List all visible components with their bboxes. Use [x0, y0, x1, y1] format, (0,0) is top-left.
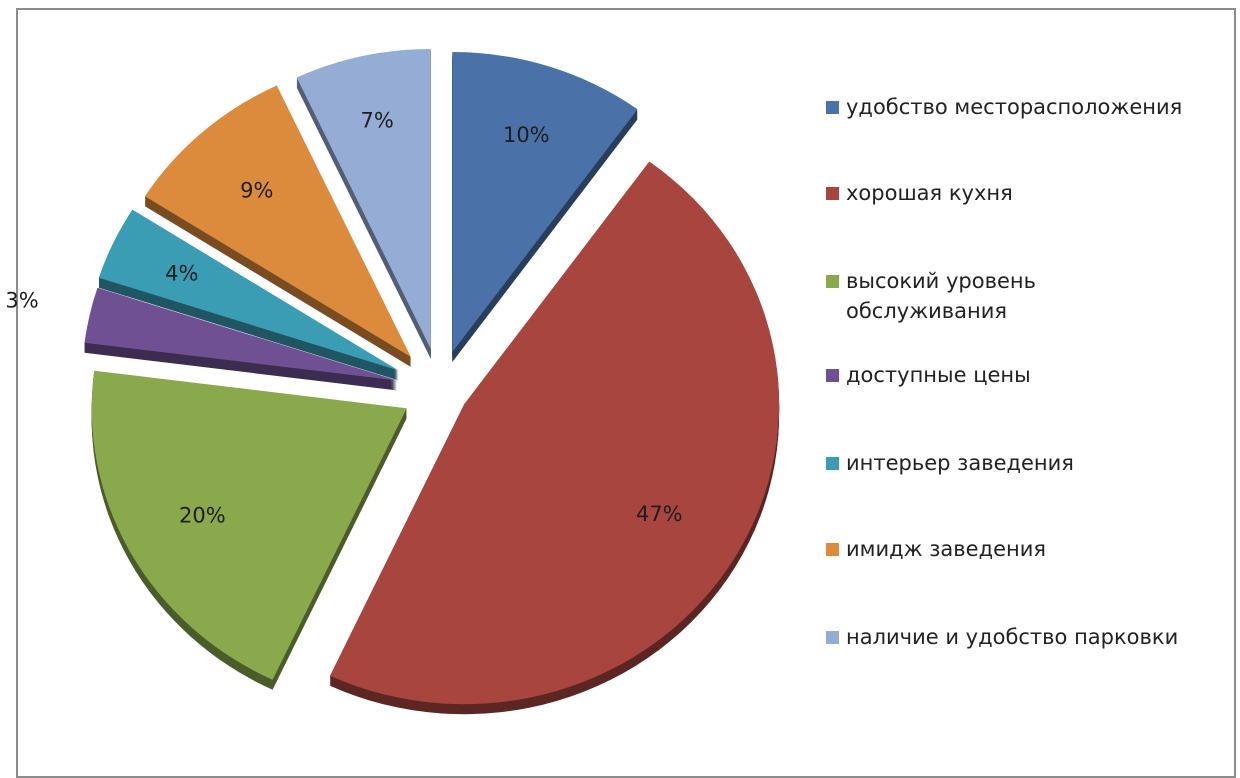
pie-slice	[452, 51, 638, 352]
legend-swatch	[826, 187, 839, 200]
legend-item: удобство месторасположения	[826, 92, 1226, 122]
legend-swatch	[826, 543, 839, 556]
legend-label: доступные цены	[846, 363, 1031, 387]
legend-item: имидж заведения	[826, 534, 1226, 564]
legend-label: удобство месторасположения	[846, 95, 1183, 119]
pie-slice	[84, 287, 398, 381]
slice-data-label: 7%	[361, 109, 394, 133]
legend-item: интерьер заведения	[826, 448, 1226, 478]
slice-data-label: 10%	[503, 123, 550, 147]
legend-swatch	[826, 101, 839, 114]
legend-item: хорошая кухня	[826, 178, 1226, 208]
slice-data-label: 20%	[179, 503, 226, 527]
legend-label: имидж заведения	[846, 537, 1047, 561]
slice-data-label: 4%	[165, 261, 198, 285]
legend-item: доступные цены	[826, 360, 1226, 390]
legend-label: наличие и удобство парковки	[846, 625, 1179, 649]
legend-swatch	[826, 369, 839, 382]
slice-data-label: 47%	[636, 502, 683, 526]
slice-data-label: 3%	[5, 289, 38, 313]
pie-slice	[98, 209, 399, 371]
legend-item: высокий уровень обслуживания	[826, 266, 1066, 326]
legend-swatch	[826, 275, 839, 288]
legend-label: высокий уровень обслуживания	[846, 269, 1037, 323]
legend-swatch	[826, 631, 839, 644]
pie-slice	[144, 85, 411, 357]
pie-slice	[296, 49, 431, 350]
legend-swatch	[826, 457, 839, 470]
pie-slice	[91, 370, 407, 680]
pie-slice	[329, 161, 780, 705]
legend-label: интерьер заведения	[846, 451, 1074, 475]
slice-data-label: 9%	[240, 179, 273, 203]
legend-item: наличие и удобство парковки	[826, 622, 1226, 652]
legend-label: хорошая кухня	[846, 181, 1013, 205]
